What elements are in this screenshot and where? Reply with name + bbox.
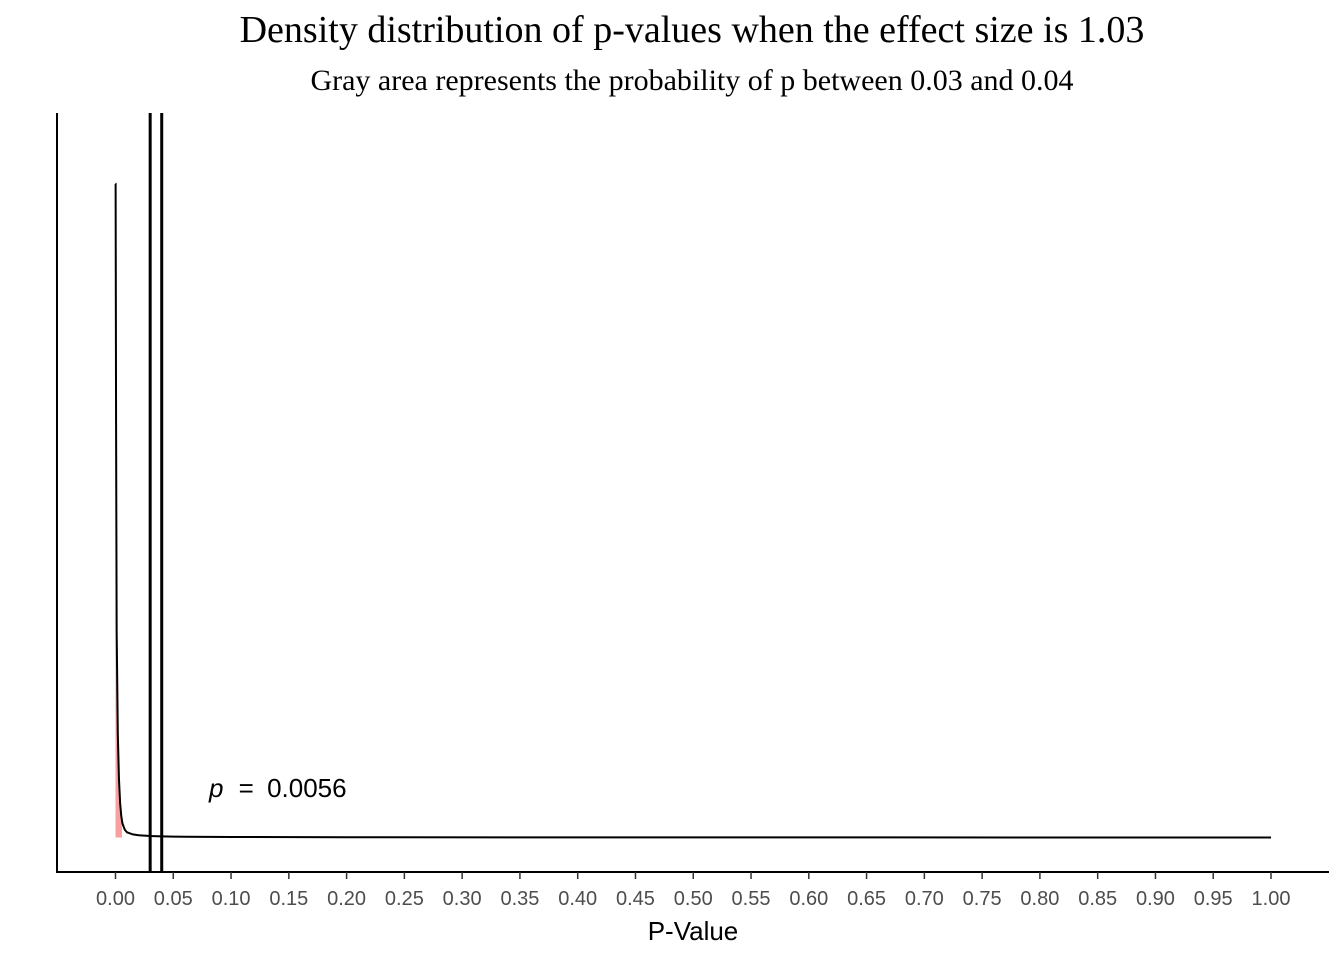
chart-subtitle: Gray area represents the probability of …	[310, 64, 1074, 97]
x-ticks: 0.00 0.05 0.10 0.15 0.20 0.25 0.30 0.35 0.40 0.45…	[96, 872, 1290, 910]
chart-title: Density distribution of p-values when th…	[239, 9, 1145, 51]
x-tick-label: 0.35	[500, 888, 539, 910]
x-tick-label: 0.40	[558, 888, 597, 910]
x-tick-label: 0.30	[443, 888, 482, 910]
p-value-annotation: p = 0.0056	[208, 773, 347, 803]
x-tick-label: 0.15	[269, 888, 308, 910]
x-tick-label: 0.05	[154, 888, 193, 910]
x-tick-label: 0.20	[327, 888, 366, 910]
x-tick-label: 0.90	[1136, 888, 1175, 910]
x-tick-label: 0.55	[732, 888, 771, 910]
x-axis-title: P-Value	[648, 916, 739, 946]
vline-layer	[148, 113, 164, 872]
x-tick-label: 0.75	[963, 888, 1002, 910]
x-tick-label: 0.45	[616, 888, 655, 910]
x-tick-label: 0.65	[847, 888, 886, 910]
x-tick-label: 0.50	[674, 888, 713, 910]
x-tick-label: 0.70	[905, 888, 944, 910]
x-tick-label: 0.80	[1020, 888, 1059, 910]
x-tick-label: 0.25	[385, 888, 424, 910]
annotation-operator: =	[239, 773, 254, 803]
shaded-region-layer	[115, 183, 122, 838]
x-tick-label: 0.00	[96, 888, 135, 910]
x-tick-label: 0.10	[212, 888, 251, 910]
x-tick-label: 0.85	[1078, 888, 1117, 910]
shaded-area	[115, 183, 122, 838]
annotation-symbol: p	[208, 773, 223, 803]
x-tick-label: 0.60	[789, 888, 828, 910]
curve-layer	[114, 182, 1272, 839]
x-tick-label: 1.00	[1252, 888, 1291, 910]
density-curve	[114, 182, 1272, 839]
annotation-value: 0.0056	[267, 773, 347, 803]
x-tick-label: 0.95	[1194, 888, 1233, 910]
